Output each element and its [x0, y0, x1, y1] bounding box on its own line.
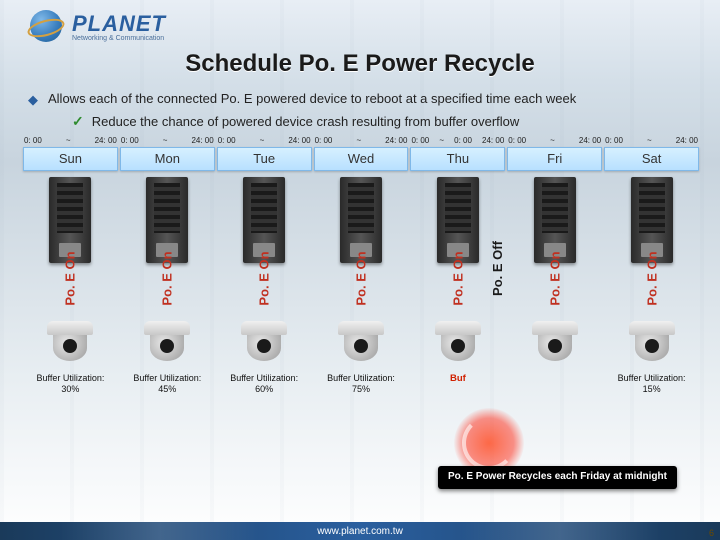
- time-tilde: ~: [439, 136, 444, 145]
- device-column: Po. E On: [604, 177, 699, 371]
- recycle-swirl-icon: [462, 416, 516, 470]
- bullet-text: Allows each of the connected Po. E power…: [48, 90, 576, 109]
- bullet-row: ◆ Allows each of the connected Po. E pow…: [0, 90, 720, 109]
- device-column: Po. E On Po. E Off: [410, 177, 505, 371]
- buffer-utilization: Buffer Utilization:45%: [120, 373, 215, 396]
- time-end: 24: 00: [385, 136, 407, 145]
- buffer-utilization: Buffer Utilization:15%: [604, 373, 699, 396]
- day-header: Mon: [120, 147, 215, 171]
- time-cell: 0: 00 ~24: 00: [506, 136, 603, 145]
- poe-state-label: Po. E On: [160, 251, 175, 305]
- poe-state-label: Po. E On: [354, 251, 369, 305]
- time-tilde: ~: [550, 136, 555, 145]
- time-start: 0: 00: [24, 136, 42, 145]
- switch-device-icon: [243, 177, 285, 263]
- page-title: Schedule Po. E Power Recycle: [0, 50, 720, 78]
- time-tilde: ~: [356, 136, 361, 145]
- logo-brand: PLANET: [72, 11, 166, 37]
- footer: www.planet.com.tw: [0, 522, 720, 540]
- camera-device-icon: [338, 321, 384, 361]
- day-header: Sun: [23, 147, 118, 171]
- camera-device-icon: [144, 321, 190, 361]
- sub-bullet-text: Reduce the chance of powered device cras…: [92, 114, 520, 129]
- logo-tagline: Networking & Communication: [72, 35, 166, 42]
- diamond-bullet-icon: ◆: [28, 92, 38, 108]
- check-icon: ✓: [72, 113, 84, 130]
- time-end: 24: 00: [191, 136, 213, 145]
- footer-url: www.planet.com.tw: [317, 526, 403, 537]
- switch-device-icon: [437, 177, 479, 263]
- time-start: 0: 00: [605, 136, 623, 145]
- camera-device-icon: [435, 321, 481, 361]
- time-tilde: ~: [163, 136, 168, 145]
- time-start: 0: 00: [315, 136, 333, 145]
- device-row: Po. E OnPo. E OnPo. E OnPo. E OnPo. E On…: [0, 171, 720, 371]
- poe-state-label: Po. E On: [547, 251, 562, 305]
- poe-state-label: Po. E On: [450, 251, 465, 305]
- day-header: Thu: [410, 147, 505, 171]
- camera-device-icon: [47, 321, 93, 361]
- time-end: 24: 00: [676, 136, 698, 145]
- day-header: Sat: [604, 147, 699, 171]
- time-cell: 0: 00 ~0: 00 24: 00: [409, 136, 506, 145]
- switch-device-icon: [340, 177, 382, 263]
- day-header: Fri: [507, 147, 602, 171]
- switch-device-icon: [49, 177, 91, 263]
- camera-device-icon: [532, 321, 578, 361]
- device-column: Po. E On: [23, 177, 118, 371]
- buffer-utilization: Buffer Utilization:60%: [217, 373, 312, 396]
- time-start: 0: 00: [508, 136, 526, 145]
- callout-text: Po. E Power Recycles each Friday at midn…: [448, 471, 667, 482]
- time-start: 0: 00: [121, 136, 139, 145]
- poe-off-label: Po. E Off: [490, 241, 505, 296]
- buffer-utilization: Buf: [410, 373, 505, 396]
- logo-globe-icon: [30, 10, 62, 42]
- time-cell: 0: 00 ~24: 00: [22, 136, 119, 145]
- device-column: Po. E On: [120, 177, 215, 371]
- buffer-utilization: [507, 373, 602, 396]
- time-end: 24: 00: [288, 136, 310, 145]
- switch-device-icon: [534, 177, 576, 263]
- sub-bullet-row: ✓ Reduce the chance of powered device cr…: [0, 113, 720, 130]
- time-cell: 0: 00 ~24: 00: [603, 136, 700, 145]
- time-cell: 0: 00 ~24: 00: [119, 136, 216, 145]
- camera-device-icon: [241, 321, 287, 361]
- header: PLANET Networking & Communication: [0, 0, 720, 46]
- buffer-utilization: Buffer Utilization:75%: [314, 373, 409, 396]
- switch-device-icon: [146, 177, 188, 263]
- logo-text-block: PLANET Networking & Communication: [72, 11, 166, 42]
- time-start: 0: 00: [411, 136, 429, 145]
- time-end: 24: 00: [95, 136, 117, 145]
- time-tilde: ~: [66, 136, 71, 145]
- time-tilde: ~: [260, 136, 265, 145]
- time-end: 24: 00: [482, 136, 504, 145]
- device-column: Po. E On: [217, 177, 312, 371]
- time-tilde: ~: [647, 136, 652, 145]
- time-mid: 0: 00: [454, 136, 472, 145]
- day-header: Tue: [217, 147, 312, 171]
- time-row: 0: 00~24: 000: 00~24: 000: 00~24: 000: 0…: [0, 136, 720, 145]
- poe-state-label: Po. E On: [644, 251, 659, 305]
- recycle-callout: Po. E Power Recycles each Friday at midn…: [438, 466, 677, 489]
- day-row: SunMonTueWedThuFriSat: [0, 145, 720, 171]
- time-end: 24: 00: [579, 136, 601, 145]
- time-cell: 0: 00 ~24: 00: [313, 136, 410, 145]
- poe-state-label: Po. E On: [257, 251, 272, 305]
- switch-device-icon: [631, 177, 673, 263]
- page-number: 6: [709, 528, 714, 538]
- buffer-row: Buffer Utilization:30%Buffer Utilization…: [0, 371, 720, 396]
- time-cell: 0: 00 ~24: 00: [216, 136, 313, 145]
- camera-device-icon: [629, 321, 675, 361]
- time-start: 0: 00: [218, 136, 236, 145]
- poe-state-label: Po. E On: [63, 251, 78, 305]
- buffer-utilization: Buffer Utilization:30%: [23, 373, 118, 396]
- day-header: Wed: [314, 147, 409, 171]
- device-column: Po. E On: [314, 177, 409, 371]
- device-column: Po. E On: [507, 177, 602, 371]
